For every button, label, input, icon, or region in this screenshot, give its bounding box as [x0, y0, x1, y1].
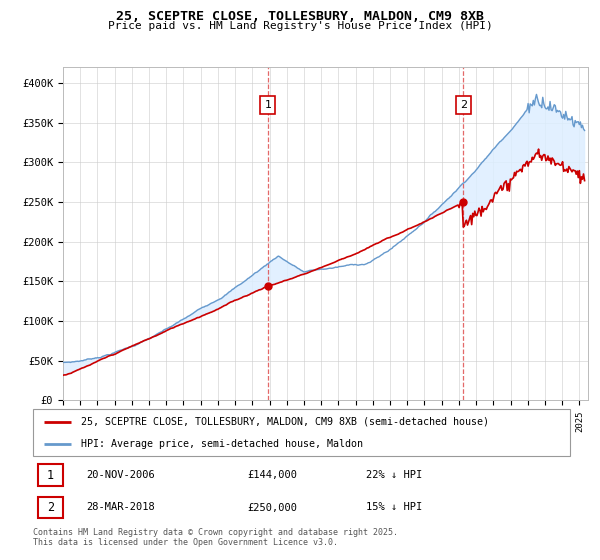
Text: 22% ↓ HPI: 22% ↓ HPI	[366, 470, 422, 480]
Text: Contains HM Land Registry data © Crown copyright and database right 2025.
This d: Contains HM Land Registry data © Crown c…	[33, 528, 398, 547]
Text: 25, SCEPTRE CLOSE, TOLLESBURY, MALDON, CM9 8XB: 25, SCEPTRE CLOSE, TOLLESBURY, MALDON, C…	[116, 10, 484, 23]
Text: 25, SCEPTRE CLOSE, TOLLESBURY, MALDON, CM9 8XB (semi-detached house): 25, SCEPTRE CLOSE, TOLLESBURY, MALDON, C…	[82, 417, 490, 427]
Text: 1: 1	[47, 469, 54, 482]
Text: 20-NOV-2006: 20-NOV-2006	[87, 470, 155, 480]
FancyBboxPatch shape	[38, 497, 62, 519]
Text: 2: 2	[460, 100, 467, 110]
Text: £144,000: £144,000	[248, 470, 298, 480]
Text: 2: 2	[47, 501, 54, 514]
FancyBboxPatch shape	[33, 409, 570, 456]
Text: HPI: Average price, semi-detached house, Maldon: HPI: Average price, semi-detached house,…	[82, 438, 364, 449]
Text: 15% ↓ HPI: 15% ↓ HPI	[366, 502, 422, 512]
FancyBboxPatch shape	[38, 464, 62, 486]
Text: 28-MAR-2018: 28-MAR-2018	[87, 502, 155, 512]
Text: Price paid vs. HM Land Registry's House Price Index (HPI): Price paid vs. HM Land Registry's House …	[107, 21, 493, 31]
Text: 1: 1	[265, 100, 271, 110]
Text: £250,000: £250,000	[248, 502, 298, 512]
